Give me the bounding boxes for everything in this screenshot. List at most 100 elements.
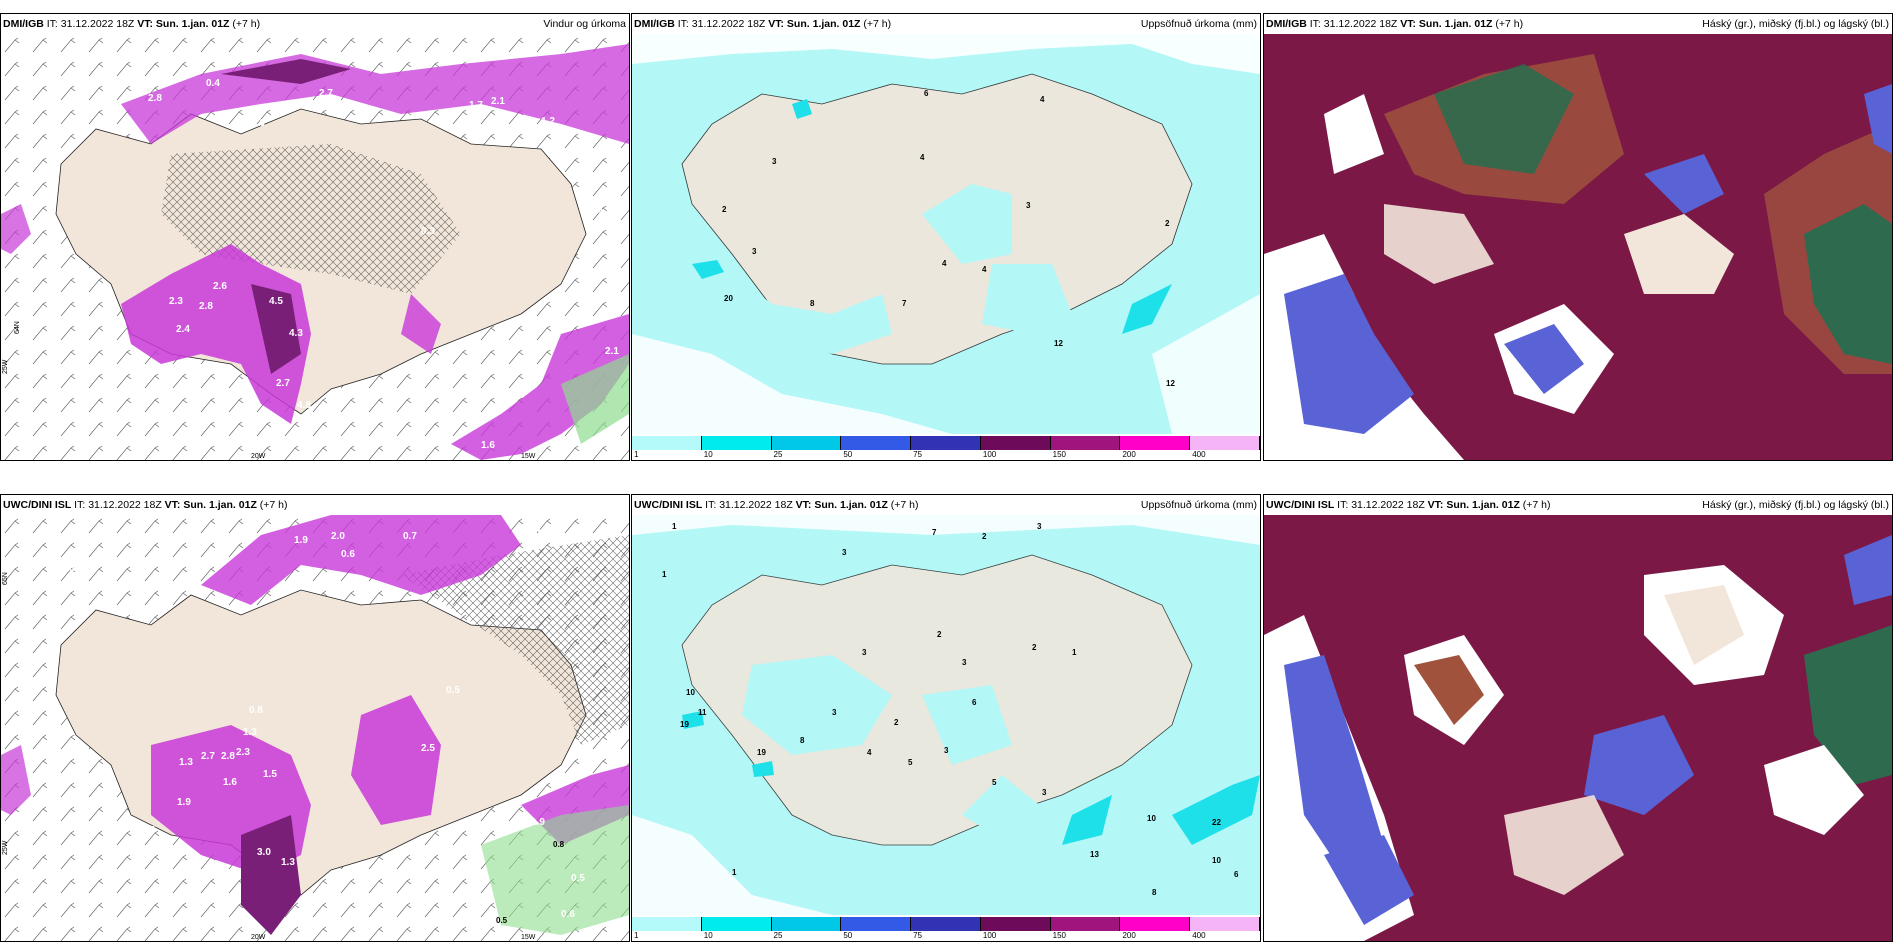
precip-label: 3 bbox=[944, 746, 949, 755]
precip-label: 2.1 bbox=[605, 346, 619, 357]
colorbar-tick: 75 bbox=[913, 450, 923, 459]
precip-label: 1 bbox=[672, 522, 677, 531]
precip-label: 1.3 bbox=[179, 757, 193, 768]
colorbar-tick: 10 bbox=[703, 450, 713, 459]
colorbar-swatch bbox=[771, 436, 842, 450]
value-labels: 1 3 2 7 3 1 2 2 3 3 10 11 19 19 8 3 2 4 … bbox=[662, 522, 1239, 897]
precip-label: 20 bbox=[724, 294, 733, 303]
lead-time: (+7 h) bbox=[1495, 18, 1524, 30]
map-accum-precip: 6 4 4 3 2 2 20 8 7 4 4 3 3 12 12 bbox=[632, 34, 1260, 434]
map-wind-precip: 25W 65N 20W 15W 0.4 1.9 2.0 0.6 0.7 0.5 … bbox=[1, 515, 629, 941]
colorbar-swatch bbox=[1120, 436, 1191, 450]
precip-label: 0.4 bbox=[527, 525, 541, 536]
precip-label: 1 bbox=[732, 868, 737, 877]
precip-label: 1.9 bbox=[531, 817, 545, 828]
lon-axis-label: 20W bbox=[251, 934, 266, 941]
precip-label: 2.8 bbox=[221, 751, 235, 762]
precip-label: 4 bbox=[867, 748, 872, 757]
precip-label: 1.6 bbox=[223, 777, 237, 788]
panel-header: UWC/DINI ISL IT: 31.12.2022 18Z VT: Sun.… bbox=[632, 495, 1260, 515]
colorbar-swatch bbox=[632, 436, 702, 450]
init-label: IT: bbox=[677, 18, 689, 30]
model-name: UWC/DINI ISL bbox=[634, 499, 703, 511]
panel-title: Uppsöfnuð úrkoma (mm) bbox=[1140, 18, 1257, 30]
lead-time: (+7 h) bbox=[259, 499, 288, 511]
precip-label: 4.3 bbox=[289, 328, 303, 339]
colorbar-swatch bbox=[701, 436, 772, 450]
precip-label: 0.5 bbox=[496, 916, 508, 925]
precip-label: 7 bbox=[902, 299, 907, 308]
lon-axis-label: 15W bbox=[521, 934, 536, 941]
precip-label: 1.9 bbox=[177, 797, 191, 808]
precip-label: 3 bbox=[862, 648, 867, 657]
precip-label: 8 bbox=[1152, 888, 1157, 897]
panel-dmi-clouds: DMI/IGB IT: 31.12.2022 18Z VT: Sun. 1.ja… bbox=[1263, 13, 1893, 461]
panel-uwc-accum-precip: UWC/DINI ISL IT: 31.12.2022 18Z VT: Sun.… bbox=[631, 494, 1261, 942]
precip-label: 8 bbox=[810, 299, 815, 308]
init-time: 31.12.2022 18Z bbox=[1351, 499, 1425, 511]
precip-label: 3 bbox=[842, 548, 847, 557]
init-label: IT: bbox=[74, 499, 86, 511]
colorbar-swatch bbox=[771, 917, 842, 931]
precip-label: 0.6 bbox=[341, 549, 355, 560]
colorbar-tick: 1 bbox=[634, 450, 639, 459]
precip-label: 2.5 bbox=[421, 743, 435, 754]
init-time: 31.12.2022 18Z bbox=[719, 499, 793, 511]
lead-time: (+7 h) bbox=[232, 18, 261, 30]
precip-label: 3 bbox=[1042, 788, 1047, 797]
value-labels: 6 4 4 3 2 2 20 8 7 4 4 3 3 12 12 bbox=[722, 89, 1175, 388]
precip-label: 0.8 bbox=[249, 705, 263, 716]
model-name: DMI/IGB bbox=[3, 18, 44, 30]
init-label: IT: bbox=[46, 18, 58, 30]
colorbar-swatch bbox=[1120, 917, 1191, 931]
value-labels: 0.4 1.9 2.0 0.6 0.7 0.5 0.3 1.3 0.8 1.3 … bbox=[61, 525, 585, 925]
precip-label: 1.3 bbox=[281, 857, 295, 868]
map-wind-precip: 25W 64N 20W 15W 0.4 2.8 2.7 1.7 2.1 2.0 … bbox=[1, 34, 629, 460]
precip-label: 0.7 bbox=[403, 531, 417, 542]
precip-label: 10 bbox=[1212, 856, 1221, 865]
colorbar: 1 10 25 50 75 100 150 200 400 bbox=[632, 434, 1260, 460]
precip-label: 3.0 bbox=[257, 847, 271, 858]
precip-label: 5 bbox=[908, 758, 913, 767]
precip-label: 4 bbox=[942, 259, 947, 268]
lead-time: (+7 h) bbox=[890, 499, 919, 511]
panel-header: UWC/DINI ISL IT: 31.12.2022 18Z VT: Sun.… bbox=[1264, 495, 1892, 515]
init-label: IT: bbox=[705, 499, 717, 511]
init-time: 31.12.2022 18Z bbox=[691, 18, 766, 30]
precip-label: 1.5 bbox=[263, 769, 277, 780]
init-label: IT: bbox=[1309, 18, 1321, 30]
lead-time: (+7 h) bbox=[863, 18, 892, 30]
precip-label: 2.3 bbox=[169, 296, 183, 307]
init-label: IT: bbox=[1337, 499, 1349, 511]
colorbar-tick: 25 bbox=[773, 931, 783, 940]
precip-label: 0.5 bbox=[446, 685, 460, 696]
colorbar-tick: 150 bbox=[1052, 450, 1067, 459]
colorbar-swatch bbox=[841, 436, 912, 450]
colorbar-swatch bbox=[1190, 436, 1260, 450]
value-labels: 0.4 2.8 2.7 1.7 2.1 2.0 1.2 0.4 2.6 2.3 … bbox=[145, 78, 619, 451]
colorbar-tick: 10 bbox=[703, 931, 713, 940]
precip-label: 2.7 bbox=[201, 751, 215, 762]
precip-label: 0.3 bbox=[61, 563, 75, 574]
lead-time: (+7 h) bbox=[1522, 499, 1551, 511]
colorbar-tick: 75 bbox=[913, 931, 923, 940]
precip-label: 19 bbox=[757, 748, 766, 757]
colorbar: 1 10 25 50 75 100 150 200 400 bbox=[632, 915, 1260, 941]
precip-label: 3 bbox=[1026, 201, 1031, 210]
colorbar-swatch bbox=[980, 917, 1051, 931]
panel-dmi-wind-precip: DMI/IGB IT: 31.12.2022 18Z VT: Sun. 1.ja… bbox=[0, 13, 630, 461]
precip-label: 5 bbox=[992, 778, 997, 787]
precip-label: 4 bbox=[1040, 95, 1045, 104]
precip-label: 2.8 bbox=[199, 301, 213, 312]
precip-label: 4 bbox=[920, 153, 925, 162]
precip-label: 2.8 bbox=[148, 93, 162, 104]
precip-label: 2 bbox=[982, 532, 987, 541]
colorbar-swatch bbox=[841, 917, 912, 931]
precip-label: 22 bbox=[1212, 818, 1221, 827]
panel-header: UWC/DINI ISL IT: 31.12.2022 18Z VT: Sun.… bbox=[1, 495, 629, 515]
panel-dmi-accum-precip: DMI/IGB IT: 31.12.2022 18Z VT: Sun. 1.ja… bbox=[631, 13, 1261, 461]
lon-axis-label: 25W bbox=[2, 359, 9, 374]
panel-uwc-wind-precip: UWC/DINI ISL IT: 31.12.2022 18Z VT: Sun.… bbox=[0, 494, 630, 942]
precip-label: 13 bbox=[1090, 850, 1099, 859]
precip-label: 1 bbox=[662, 570, 667, 579]
